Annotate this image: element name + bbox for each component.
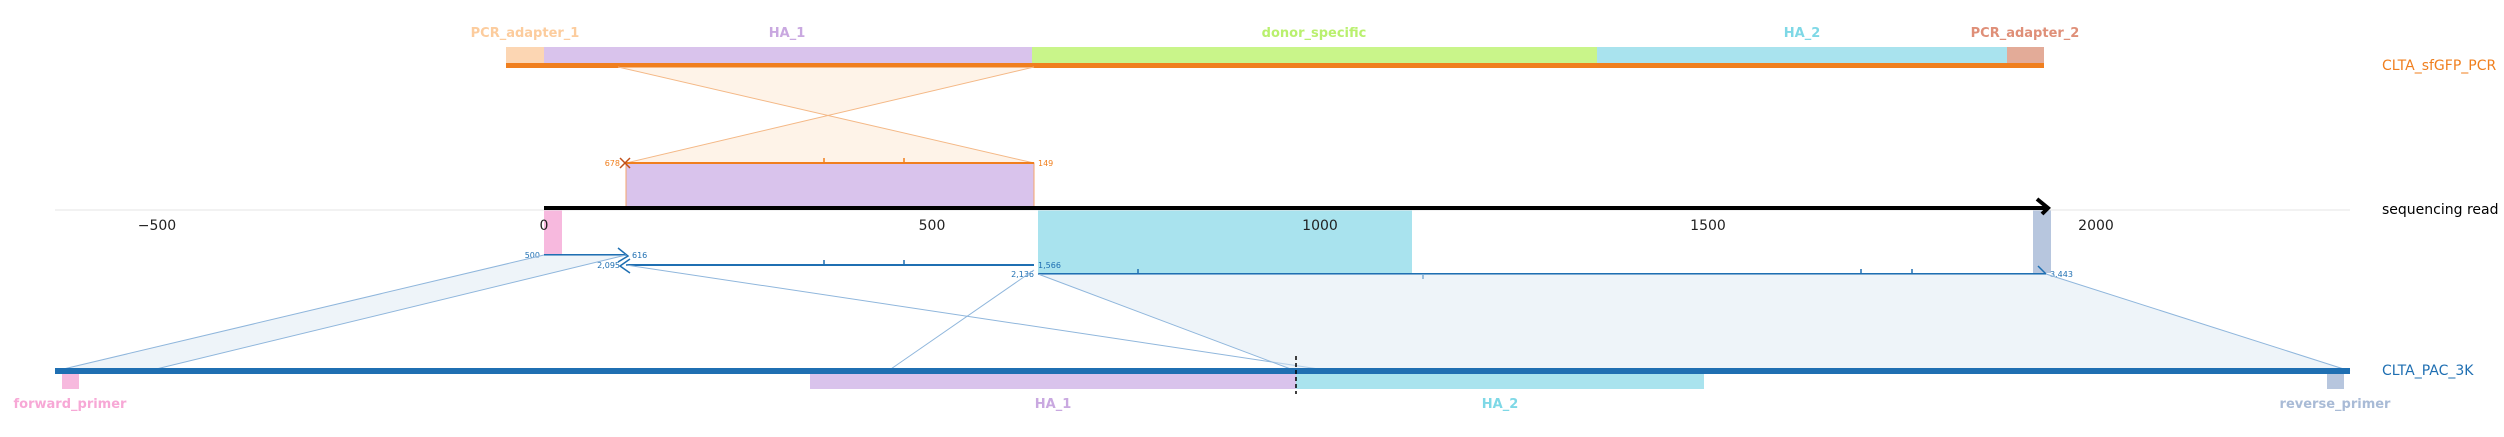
bottom-alignment-wedges: [54, 254, 2351, 372]
top-track-arrow: [619, 157, 631, 169]
top-wedge-line-2: [625, 66, 1035, 164]
top-reference-name: CLTA_sfGFP_PCR: [2382, 58, 2496, 74]
feature-block-forward-primer: [62, 374, 79, 389]
axis-tick-2000: 2000: [2078, 218, 2114, 234]
bottom-track-c-end: 3,443: [2050, 270, 2073, 279]
bottom-wedge-c: [1038, 274, 2350, 371]
axis-tick-1500: 1500: [1690, 218, 1726, 234]
top-wedge-line-1: [617, 66, 1035, 164]
axis-tick-0: 0: [540, 218, 549, 234]
bottom-wedge-c-line-1: [1037, 273, 1297, 372]
feature-block-pcr-adapter-1: [506, 47, 544, 64]
feature-label-ha-1-bottom: HA_1: [1035, 397, 1072, 412]
bottom-wedge-b-line-2: [887, 269, 1035, 372]
read-forward-primer-block: [544, 210, 562, 255]
bottom-track-arrow-1: [617, 247, 630, 263]
feature-label-ha-1-top: HA_1: [769, 26, 806, 41]
bottom-reference-bar: [55, 368, 2350, 374]
axis-tick-1000: 1000: [1302, 218, 1338, 234]
feature-block-ha-1-bottom: [810, 374, 1296, 389]
bottom-track-a-start: 500: [525, 251, 540, 260]
bottom-wedge-a-line-2: [147, 254, 627, 372]
bottom-wedge-b-line-1: [625, 264, 1333, 372]
feature-block-reverse-primer: [2327, 374, 2344, 389]
feature-label-pcr-adapter-1: PCR_adapter_1: [471, 26, 580, 41]
bottom-track-b-start: 2,095: [597, 261, 620, 270]
feature-label-pcr-adapter-2: PCR_adapter_2: [1971, 26, 2080, 41]
feature-label-forward-primer: forward_primer: [14, 397, 128, 412]
read-arrow-head: [2035, 197, 2051, 216]
read-reverse-primer-block: [2033, 210, 2051, 273]
feature-block-ha-2-bottom: [1296, 374, 1704, 389]
bottom-reference: forward_primer HA_1 HA_2 reverse_primer …: [14, 356, 2474, 412]
feature-block-ha-2-top: [1597, 47, 2007, 64]
bottom-reference-name: CLTA_PAC_3K: [2382, 363, 2474, 379]
top-track-end-label: 149: [1038, 159, 1053, 168]
feature-block-ha-1-top: [544, 47, 1032, 64]
read-region: 678 149 sequencing read −500 0 500 1000 …: [55, 157, 2498, 279]
axis-tick-neg500: −500: [138, 218, 176, 234]
bottom-track-a-end: 616: [632, 251, 647, 260]
top-track-start-label: 678: [605, 159, 620, 168]
bottom-track-arrow-3: [2037, 265, 2047, 275]
top-reference-bar: [506, 63, 2044, 68]
bottom-wedge-c-line-2: [2045, 273, 2351, 372]
read-name: sequencing read: [2382, 202, 2498, 218]
bottom-track-arrow-2: [618, 258, 631, 274]
read-ha-1-block: [626, 163, 1034, 210]
feature-label-reverse-primer: reverse_primer: [2280, 397, 2392, 412]
bottom-track-c-start: 2,136: [1011, 270, 1034, 279]
feature-label-donor-specific: donor_specific: [1262, 26, 1367, 41]
bottom-wedge-a-line-1: [54, 254, 545, 372]
feature-label-ha-2-bottom: HA_2: [1482, 397, 1519, 412]
feature-label-ha-2-top: HA_2: [1784, 26, 1821, 41]
bottom-wedge-a: [55, 255, 626, 371]
top-reference: PCR_adapter_1 HA_1 donor_specific HA_2 P…: [471, 26, 2497, 74]
feature-block-pcr-adapter-2: [2007, 47, 2044, 64]
feature-block-donor-specific: [1032, 47, 1597, 64]
axis-tick-500: 500: [919, 218, 946, 234]
top-alignment-wedge: [617, 66, 1035, 164]
bottom-track-b-end: 1,566: [1038, 261, 1061, 270]
read-ha-2-block: [1038, 210, 1412, 273]
